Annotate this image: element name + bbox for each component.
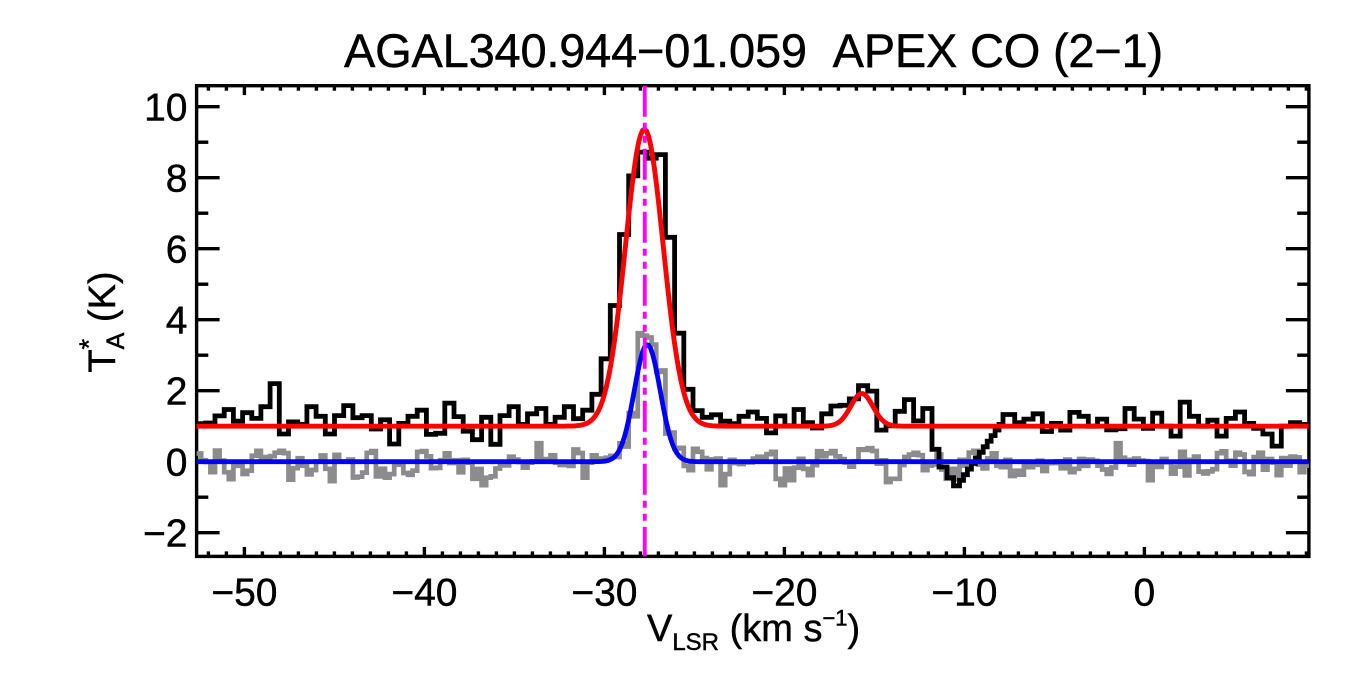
svg-text:−40: −40 (391, 571, 457, 614)
svg-text:8: 8 (166, 158, 188, 201)
svg-text:10: 10 (144, 87, 187, 130)
svg-text:6: 6 (166, 229, 188, 272)
svg-text:−10: −10 (931, 571, 997, 614)
svg-text:−2: −2 (143, 513, 187, 556)
svg-text:−20: −20 (751, 571, 817, 614)
svg-text:−50: −50 (211, 571, 277, 614)
svg-text:0: 0 (166, 442, 188, 485)
svg-text:AGAL340.944−01.059 APEX CO (2: AGAL340.944−01.059 APEX CO (2−1) (344, 24, 1163, 77)
svg-text:T*A (K): T*A (K) (74, 271, 130, 372)
svg-text:2: 2 (166, 371, 188, 414)
svg-text:−30: −30 (571, 571, 637, 614)
svg-text:0: 0 (1134, 571, 1156, 614)
svg-text:4: 4 (166, 300, 188, 343)
